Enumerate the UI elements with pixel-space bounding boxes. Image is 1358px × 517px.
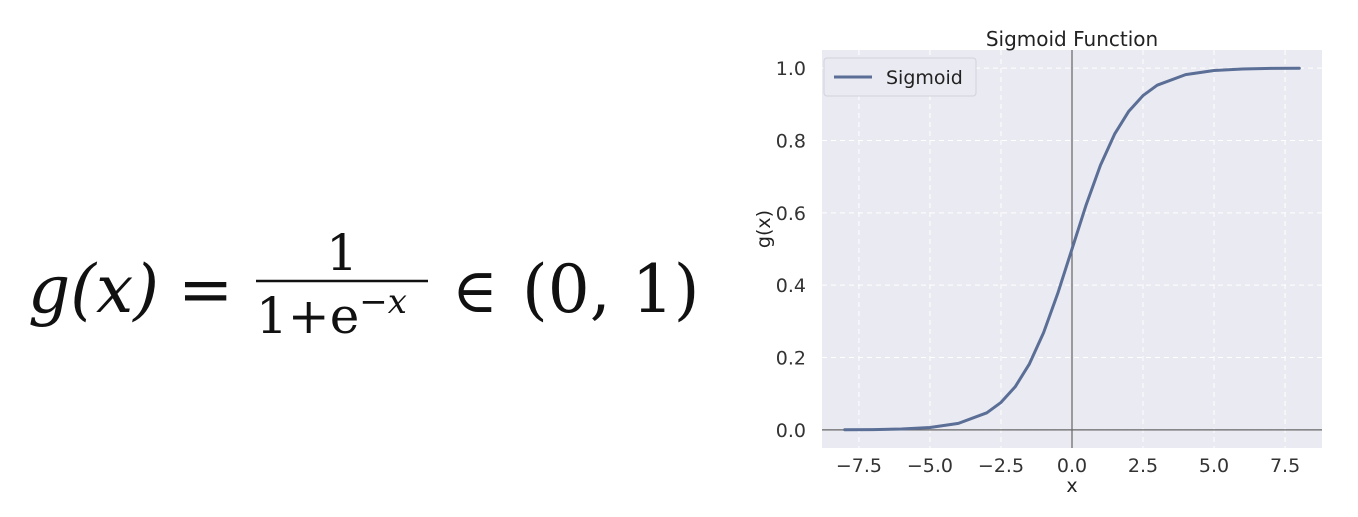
formula-member-of: ∈ <box>452 254 498 327</box>
y-tick-label: 0.0 <box>776 420 806 442</box>
formula-denominator: 1+e−x <box>256 282 407 345</box>
series-line-sigmoid <box>843 66 1301 432</box>
formula-equals: = <box>178 251 233 328</box>
legend-box <box>823 57 977 97</box>
legend-label-sigmoid: Sigmoid <box>886 67 963 89</box>
sigmoid-formula: g(x) = 1 1+e−x ∈ (0, 1) <box>28 224 699 345</box>
x-tick-label: −2.5 <box>978 455 1024 477</box>
x-tick-label: 5.0 <box>1199 455 1229 477</box>
chart-title: Sigmoid Function <box>986 27 1158 51</box>
tick-labels: −7.5 −5.0 −2.5 0.0 2.5 5.0 7.5 0.0 0.2 0.4 0.6 0.8 1… <box>776 58 1300 477</box>
y-tick-label: 0.2 <box>776 348 806 370</box>
formula-denominator-exponent: −x <box>359 282 407 322</box>
y-axis-label: g(x) <box>753 210 775 248</box>
formula-denominator-base: 1+e <box>256 287 359 345</box>
y-tick-label: 0.8 <box>776 130 806 152</box>
y-tick-label: 0.6 <box>776 203 806 225</box>
formula-numerator: 1 <box>326 224 358 282</box>
y-tick-label: 1.0 <box>776 58 806 80</box>
formula-interval: (0, 1) <box>522 251 699 328</box>
legend: Sigmoid <box>823 57 977 97</box>
y-tick-label: 0.4 <box>776 275 806 297</box>
x-tick-label: −5.0 <box>907 455 953 477</box>
x-tick-label: 2.5 <box>1128 455 1158 477</box>
series-layer <box>843 66 1301 432</box>
x-tick-label: 0.0 <box>1057 455 1087 477</box>
sigmoid-chart: −7.5 −5.0 −2.5 0.0 2.5 5.0 7.5 0.0 0.2 0.4 0.6 0.8 1… <box>753 27 1322 497</box>
x-tick-label: −7.5 <box>836 455 882 477</box>
x-tick-label: 7.5 <box>1270 455 1300 477</box>
x-axis-label: x <box>1066 475 1077 497</box>
formula-lhs: g(x) <box>28 251 159 328</box>
